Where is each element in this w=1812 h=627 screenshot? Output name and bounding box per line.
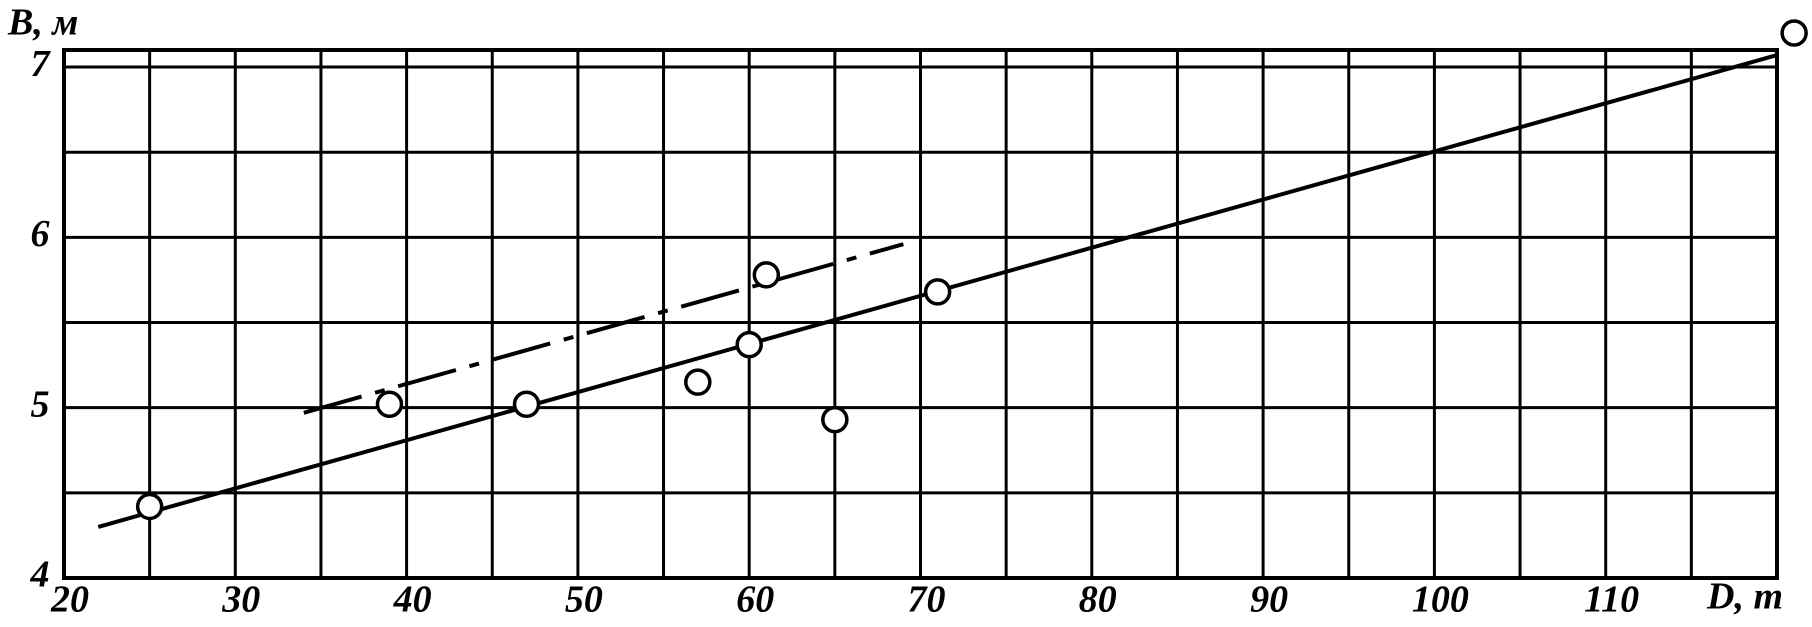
y-tick-label: 7 <box>31 43 52 85</box>
y-tick-label: 6 <box>31 213 50 255</box>
x-tick-label: 80 <box>1079 579 1117 621</box>
x-tick-label: 50 <box>565 579 603 621</box>
y-tick-label: 5 <box>31 383 50 425</box>
data-point <box>512 390 541 419</box>
y-tick-label: 4 <box>30 554 50 596</box>
data-point <box>1780 19 1808 47</box>
x-tick-label: 90 <box>1250 579 1288 621</box>
data-point <box>923 278 952 306</box>
x-tick-label: 70 <box>908 579 946 621</box>
data-point <box>135 492 164 521</box>
data-point <box>735 330 763 359</box>
data-point <box>752 261 781 289</box>
x-axis-label: D, т <box>1706 576 1783 618</box>
x-tick-label: 20 <box>50 579 89 621</box>
x-tick-label: 110 <box>1584 579 1639 621</box>
x-tick-label: 30 <box>221 579 260 621</box>
data-point <box>375 390 404 419</box>
y-axis-label: B, м <box>7 2 78 44</box>
x-tick-label: 100 <box>1412 579 1469 621</box>
data-point <box>821 405 849 434</box>
trend-line <box>303 242 904 415</box>
x-tick-label: 40 <box>393 579 432 621</box>
x-tick-label: 60 <box>736 579 774 621</box>
data-point <box>684 368 712 396</box>
